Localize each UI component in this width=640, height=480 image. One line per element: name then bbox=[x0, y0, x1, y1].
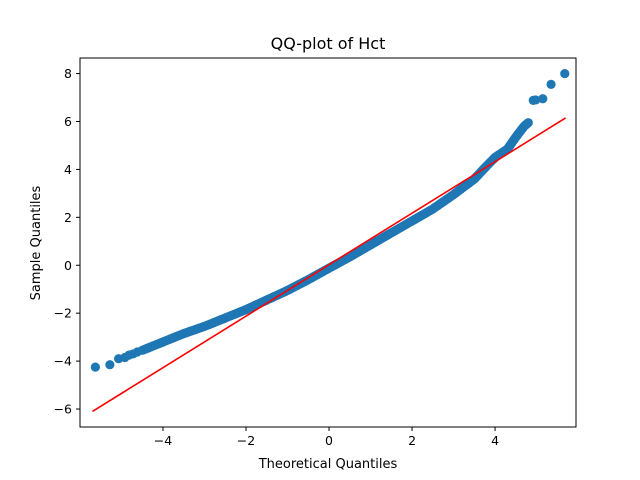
sample-quantile-point bbox=[538, 94, 548, 104]
y-tick-label: −4 bbox=[54, 354, 72, 369]
x-tick-label: −2 bbox=[237, 433, 255, 448]
y-tick-label: 4 bbox=[64, 162, 72, 177]
x-tick-label: 4 bbox=[491, 433, 499, 448]
sample-quantile-point bbox=[523, 118, 533, 128]
sample-quantile-point bbox=[105, 360, 115, 370]
y-tick-label: 8 bbox=[64, 66, 72, 81]
sample-quantile-point bbox=[528, 95, 538, 106]
y-tick-label: −6 bbox=[54, 402, 72, 417]
x-tick-label: −4 bbox=[154, 433, 172, 448]
axis-ticks: −4 −2 0 2 4 −6 −4 −2 0 2 4 6 8 bbox=[54, 66, 500, 448]
plot-area bbox=[90, 68, 570, 413]
chart-title: QQ-plot of Hct bbox=[271, 34, 386, 53]
x-tick-label: 2 bbox=[408, 433, 416, 448]
y-tick-label: −2 bbox=[54, 306, 72, 321]
y-axis-label: Sample Quantiles bbox=[29, 185, 44, 300]
reference-line bbox=[92, 117, 567, 413]
x-axis-label: Theoretical Quantiles bbox=[258, 457, 398, 472]
x-tick-label: 0 bbox=[325, 433, 333, 448]
sample-quantile-point bbox=[546, 79, 556, 89]
sample-quantile-point bbox=[90, 362, 100, 372]
y-tick-label: 0 bbox=[64, 258, 72, 273]
sample-quantile-point bbox=[560, 68, 570, 79]
y-tick-label: 2 bbox=[64, 210, 72, 225]
plot-frame bbox=[79, 57, 577, 428]
sample-quantile-point bbox=[132, 347, 142, 357]
y-tick-label: 6 bbox=[64, 114, 72, 129]
